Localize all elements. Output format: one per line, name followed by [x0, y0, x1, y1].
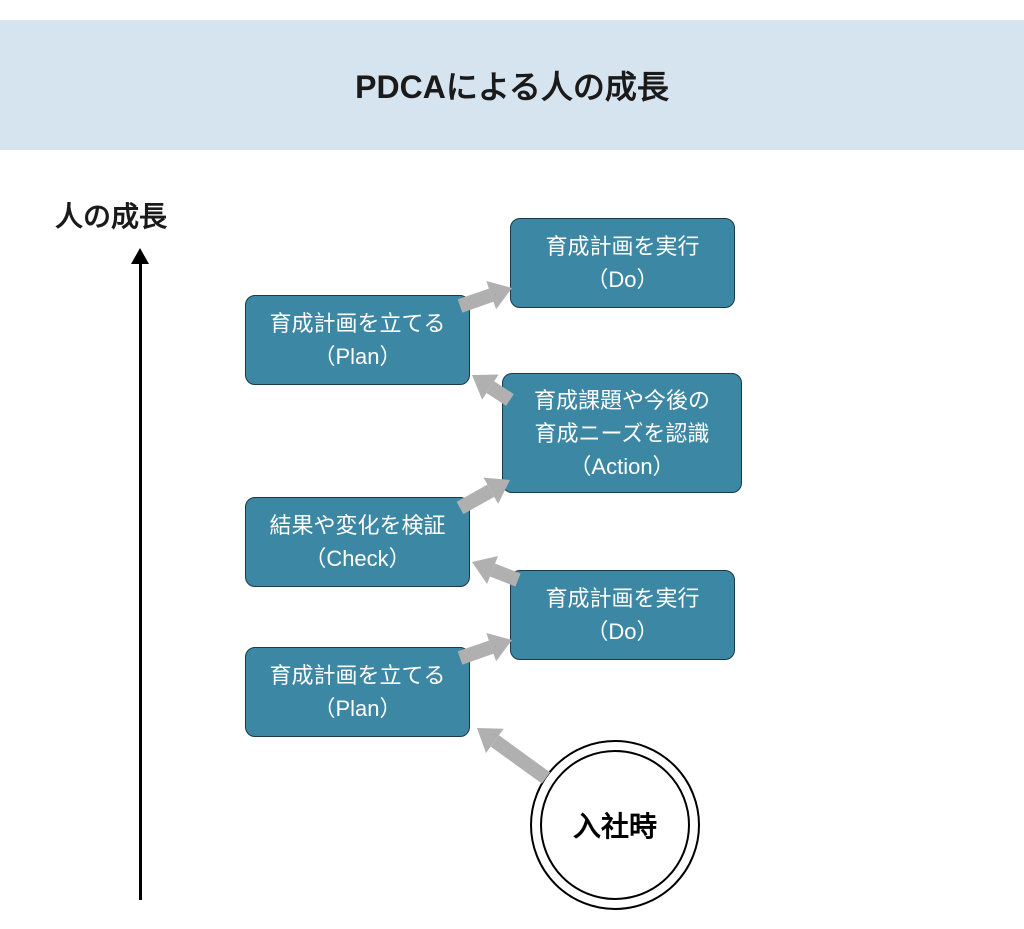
y-axis-arrowhead-icon [131, 248, 149, 264]
node-label-line: （Check） [269, 542, 445, 575]
node-label-line: 結果や変化を検証 [269, 509, 445, 542]
node-label-line: （Do） [545, 615, 699, 648]
node-label-line: 育成計画を立てる [269, 659, 445, 692]
node-label-line: 育成ニーズを認識 [534, 417, 710, 450]
diagram-stage: PDCAによる人の成長 人の成長 育成計画を立てる （Plan） 育成計画を実行… [0, 0, 1024, 929]
title-band: PDCAによる人の成長 [0, 20, 1024, 150]
node-plan-1: 育成計画を立てる （Plan） [245, 647, 470, 737]
node-label-line: （Do） [545, 263, 699, 296]
node-action: 育成課題や今後の 育成ニーズを認識 （Action） [502, 373, 742, 493]
y-axis-label: 人の成長 [55, 195, 167, 235]
node-check: 結果や変化を検証 （Check） [245, 497, 470, 587]
node-label-line: 育成課題や今後の [534, 384, 710, 417]
y-axis-line [139, 262, 142, 900]
start-label: 入社時 [573, 805, 657, 845]
node-label-line: （Plan） [269, 340, 445, 373]
node-label-line: （Action） [534, 450, 710, 483]
node-label-line: 育成計画を実行 [545, 582, 699, 615]
node-label-line: 育成計画を実行 [545, 230, 699, 263]
start-node: 入社時 [530, 740, 700, 910]
node-plan-2: 育成計画を立てる （Plan） [245, 295, 470, 385]
node-do-1: 育成計画を実行 （Do） [510, 570, 735, 660]
page-title: PDCAによる人の成長 [355, 62, 669, 108]
node-label-line: 育成計画を立てる [269, 307, 445, 340]
start-node-inner: 入社時 [540, 750, 690, 900]
node-label-line: （Plan） [269, 692, 445, 725]
node-do-2: 育成計画を実行 （Do） [510, 218, 735, 308]
